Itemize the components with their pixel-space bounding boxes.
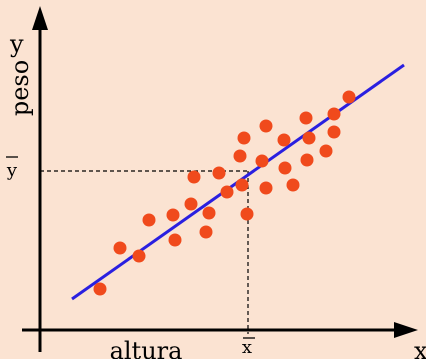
data-point [235,178,249,192]
data-point [202,206,216,220]
y-axis-letter: y [9,30,24,58]
data-point [220,185,234,199]
y-mean-label: y [6,160,18,181]
data-point [255,154,269,168]
data-point [327,107,341,121]
data-point [166,208,180,222]
x-axis-label: altura [110,337,183,359]
data-point [259,119,273,133]
data-point [259,181,273,195]
data-point [199,225,213,239]
data-point [299,111,313,125]
data-point [168,233,182,247]
data-point [237,131,251,145]
data-point [302,131,316,145]
y-axis-label: peso [6,60,34,116]
data-point [300,153,314,167]
x-axis-letter: x [414,337,426,359]
data-point [319,144,333,158]
mean-guides [40,170,249,334]
data-point [277,133,291,147]
data-point [327,125,341,139]
data-point [113,241,127,255]
data-point [278,161,292,175]
data-point [142,213,156,227]
axes [22,6,418,352]
data-point [184,197,198,211]
data-point [240,207,254,221]
data-point [93,282,107,296]
data-points [93,90,356,296]
data-point [233,149,247,163]
data-point [286,178,300,192]
data-point [187,170,201,184]
data-point [342,90,356,104]
x-mean-label: x [242,337,252,358]
y-axis-arrow [32,6,48,30]
x-axis-arrow [394,322,418,338]
data-point [132,249,146,263]
data-point [212,166,226,180]
